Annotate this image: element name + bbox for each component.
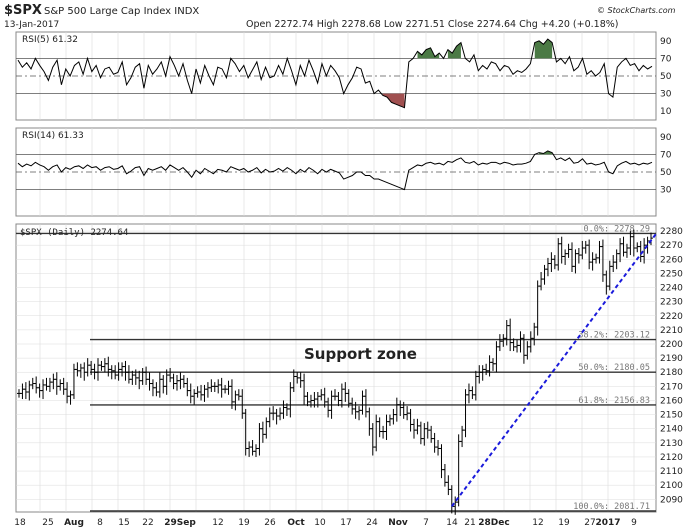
x-tick-label: 22 [142, 518, 153, 528]
price-tick-label: 2100 [660, 481, 683, 491]
price-tick-label: 2280 [660, 227, 683, 237]
rsi-title: RSI(5) 61.32 [22, 35, 78, 45]
fib-level-label: 61.8%: 2156.83 [578, 396, 650, 406]
price-tick-label: 2260 [660, 255, 683, 265]
x-tick-label: 7 [423, 518, 429, 528]
price-tick-label: 2130 [660, 439, 683, 449]
price-title: $SPX (Daily) 2274.64 [20, 228, 128, 238]
rsi-tick-label: 10 [660, 107, 672, 117]
x-tick-label: 28Dec [478, 518, 509, 528]
fib-level-label: 38.2%: 2203.12 [578, 331, 650, 341]
x-tick-label: 26 [264, 518, 276, 528]
rsi-tick-label: 70 [660, 150, 672, 160]
price-tick-label: 2220 [660, 312, 683, 322]
x-tick-label: 9 [631, 518, 637, 528]
x-tick-label: 14 [446, 518, 458, 528]
price-tick-label: 2190 [660, 354, 683, 364]
header-symbol: $SPX [4, 3, 42, 18]
panel-frame [15, 223, 657, 513]
x-tick-label: 12 [532, 518, 543, 528]
price-tick-label: 2240 [660, 284, 683, 294]
x-tick-label: 17 [340, 518, 351, 528]
price-tick-label: 2210 [660, 326, 683, 336]
header-name: S&P 500 Large Cap Index INDX [44, 6, 199, 17]
rsi-tick-label: 50 [660, 72, 672, 82]
rsi-overbought-fill [417, 47, 440, 59]
price-tick-label: 2120 [660, 453, 683, 463]
x-tick-label: 8 [97, 518, 103, 528]
price-tick-label: 2090 [660, 495, 683, 505]
x-tick-label: 15 [118, 518, 129, 528]
rsi-line [17, 38, 653, 109]
fib-level-label: 0.0%: 2278.29 [583, 224, 650, 234]
fib-level-label: 50.0%: 2180.05 [578, 363, 650, 373]
rsi-tick-label: 50 [660, 168, 672, 178]
x-tick-label: 19 [558, 518, 570, 528]
x-tick-label: 12 [212, 518, 223, 528]
price-tick-label: 2160 [660, 396, 683, 406]
price-tick-label: 2140 [660, 425, 683, 435]
trendline [450, 233, 657, 507]
rsi-overbought-fill [534, 39, 553, 59]
rsi-line [17, 150, 653, 191]
x-tick-label: 24 [366, 518, 378, 528]
x-tick-label: 21 [464, 518, 475, 528]
price-tick-label: 2250 [660, 269, 683, 279]
x-tick-label: 10 [314, 518, 326, 528]
x-tick-label: Oct [287, 518, 305, 528]
x-tick-label: 25 [42, 518, 53, 528]
rsi-tick-label: 30 [660, 186, 672, 196]
price-tick-label: 2180 [660, 368, 683, 378]
header-watermark: © StockCharts.com [597, 6, 676, 15]
price-tick-label: 2230 [660, 298, 683, 308]
header-date: 13-Jan-2017 [4, 20, 59, 30]
price-tick-label: 2200 [660, 340, 683, 350]
support-zone-annotation: Support zone [304, 345, 417, 363]
price-tick-label: 2150 [660, 411, 683, 421]
rsi-oversold-fill [382, 93, 405, 108]
fib-level-label: 100.0%: 2081.71 [573, 502, 650, 512]
x-tick-label: 19 [238, 518, 250, 528]
rsi-title: RSI(14) 61.33 [22, 131, 84, 141]
rsi-tick-label: 70 [660, 54, 672, 64]
rsi-tick-label: 30 [660, 90, 672, 100]
price-tick-label: 2170 [660, 382, 683, 392]
rsi-tick-label: 90 [660, 133, 672, 143]
header-quote: Open 2272.74 High 2278.68 Low 2271.51 Cl… [246, 19, 618, 30]
x-tick-label: 2017 [595, 518, 620, 528]
panel-frame [15, 31, 657, 121]
x-tick-label: Aug [64, 518, 84, 528]
x-tick-label: Nov [388, 518, 408, 528]
x-tick-label: 27 [584, 518, 595, 528]
price-tick-label: 2270 [660, 241, 683, 251]
price-tick-label: 2110 [660, 467, 683, 477]
x-tick-label: 29Sep [164, 518, 196, 528]
x-tick-label: 18 [14, 518, 26, 528]
rsi-tick-label: 90 [660, 37, 672, 47]
